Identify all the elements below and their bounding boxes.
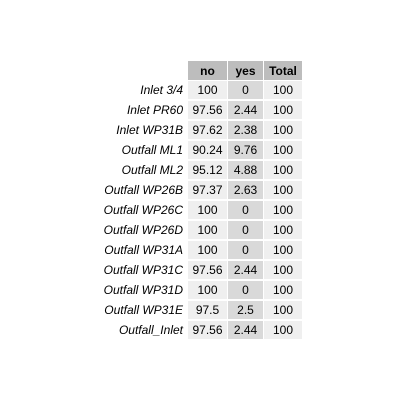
table-cell: 0 (242, 203, 249, 217)
row-label: Outfall ML2 (122, 163, 184, 177)
table-cell: 97.5 (196, 303, 220, 317)
table-cell: 0 (242, 223, 249, 237)
table-cell: 97.62 (192, 123, 222, 137)
table-cell: 100 (273, 143, 293, 157)
table-cell: 97.56 (192, 103, 222, 117)
row-label: Outfall ML1 (122, 143, 183, 157)
table-cell: 100 (197, 223, 217, 237)
table-cell: 100 (273, 103, 293, 117)
row-label: Inlet WP31B (116, 123, 183, 137)
table-cell: 100 (273, 203, 293, 217)
table-cell: 100 (197, 203, 217, 217)
row-label: Inlet PR60 (127, 103, 183, 117)
column-header: yes (235, 64, 255, 78)
table-cell: 100 (273, 283, 293, 297)
table-cell: 0 (242, 243, 249, 257)
table-cell: 9.76 (234, 143, 258, 157)
table-cell: 95.12 (192, 163, 222, 177)
table-cell: 100 (197, 283, 217, 297)
table-cell: 0 (242, 283, 249, 297)
table-cell: 2.44 (234, 323, 258, 337)
table-cell: 100 (273, 323, 293, 337)
table-cell: 90.24 (192, 143, 222, 157)
table-cell: 100 (273, 83, 293, 97)
row-label: Outfall WP26B (104, 183, 183, 197)
table-cell: 2.63 (234, 183, 258, 197)
column-header: Total (269, 64, 297, 78)
table-cell: 2.44 (234, 263, 258, 277)
table-cell: 100 (197, 243, 217, 257)
table-cell: 100 (273, 263, 293, 277)
row-label: Outfall WP26D (104, 223, 184, 237)
table-cell: 100 (273, 183, 293, 197)
table-cell: 100 (273, 163, 293, 177)
row-label: Outfall_Inlet (119, 323, 184, 337)
table-cell: 100 (273, 303, 293, 317)
table-cell: 100 (273, 243, 293, 257)
row-label: Inlet 3/4 (140, 83, 183, 97)
table-cell: 0 (242, 83, 249, 97)
row-label: Outfall WP31C (104, 263, 184, 277)
table-cell: 100 (197, 83, 217, 97)
table-cell: 2.44 (234, 103, 258, 117)
table-cell: 2.38 (234, 123, 258, 137)
table-cell: 97.56 (192, 263, 222, 277)
table-cell: 100 (273, 223, 293, 237)
table-cell: 4.88 (234, 163, 258, 177)
table-cell: 97.56 (192, 323, 222, 337)
table-cell: 100 (273, 123, 293, 137)
row-label: Outfall WP31E (104, 303, 184, 317)
row-label: Outfall WP26C (104, 203, 184, 217)
row-label: Outfall WP31A (104, 243, 183, 257)
table-cell: 97.37 (192, 183, 222, 197)
table-cell: 2.5 (237, 303, 254, 317)
column-header: no (200, 64, 215, 78)
row-label: Outfall WP31D (104, 283, 184, 297)
